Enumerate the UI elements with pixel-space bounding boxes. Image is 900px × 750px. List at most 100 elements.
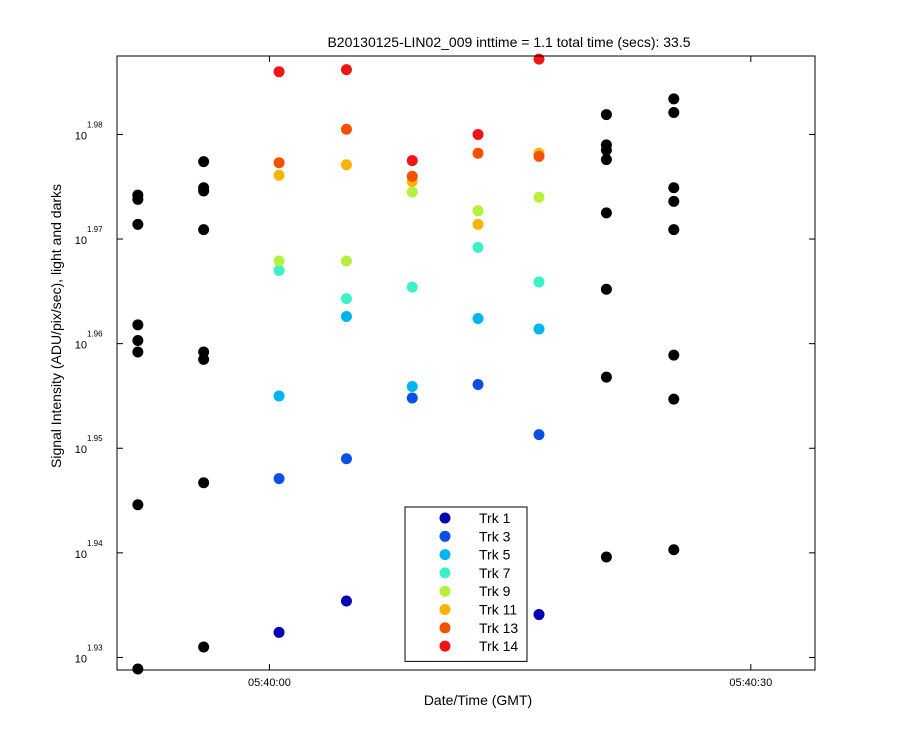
trk-7-point bbox=[273, 264, 285, 276]
legend-label: Trk 13 bbox=[479, 620, 518, 636]
trk-5-point bbox=[472, 313, 484, 325]
trk-14-point bbox=[472, 128, 484, 140]
dark-point bbox=[668, 93, 680, 105]
legend-marker bbox=[439, 512, 451, 524]
trk-5-point bbox=[533, 323, 545, 335]
dark-point bbox=[132, 663, 144, 675]
legend-label: Trk 5 bbox=[479, 547, 511, 563]
dark-point bbox=[132, 189, 144, 201]
data-points bbox=[132, 53, 680, 675]
trk-1-point bbox=[340, 595, 352, 607]
trk-7-point bbox=[406, 281, 418, 293]
legend-marker bbox=[439, 567, 451, 579]
dark-point bbox=[132, 335, 144, 347]
y-tick-label-base: 10 bbox=[75, 444, 87, 456]
y-tick-label-exponent: 1.95 bbox=[87, 434, 103, 443]
trk-3-point bbox=[273, 473, 285, 485]
trk-13-point bbox=[472, 147, 484, 159]
legend-label: Trk 1 bbox=[479, 510, 511, 526]
trk-7-point bbox=[340, 293, 352, 305]
trk-14-point bbox=[533, 53, 545, 65]
dark-point bbox=[600, 109, 612, 121]
legend-label: Trk 14 bbox=[479, 638, 518, 654]
y-axis-label: Signal Intensity (ADU/pix/sec), light an… bbox=[48, 184, 64, 468]
trk-11-point bbox=[273, 169, 285, 181]
dark-point bbox=[668, 224, 680, 236]
dark-point bbox=[600, 154, 612, 166]
dark-point bbox=[600, 207, 612, 219]
legend-label: Trk 9 bbox=[479, 583, 511, 599]
dark-point bbox=[668, 195, 680, 207]
trk-3-point bbox=[533, 429, 545, 441]
dark-point bbox=[132, 319, 144, 331]
trk-9-point bbox=[472, 205, 484, 217]
legend-marker bbox=[439, 585, 451, 597]
legend-marker bbox=[439, 604, 451, 615]
dark-point bbox=[600, 283, 612, 295]
y-tick-label-exponent: 1.94 bbox=[87, 539, 103, 548]
chart-title: B20130125-LIN02_009 inttime = 1.1 total … bbox=[327, 34, 690, 50]
dark-point bbox=[132, 499, 144, 511]
dark-point bbox=[600, 139, 612, 151]
y-tick-label-exponent: 1.97 bbox=[87, 225, 103, 234]
dark-point bbox=[668, 393, 680, 405]
trk-3-point bbox=[406, 392, 418, 404]
y-tick-label-exponent: 1.98 bbox=[87, 120, 103, 129]
trk-13-point bbox=[273, 157, 285, 169]
y-tick-label-base: 10 bbox=[75, 340, 87, 352]
legend-marker bbox=[439, 530, 451, 542]
trk-1-point bbox=[533, 609, 545, 621]
trk-3-point bbox=[472, 378, 484, 390]
dark-point bbox=[198, 346, 210, 358]
legend-box bbox=[404, 506, 528, 662]
trk-13-point bbox=[406, 170, 418, 182]
plot-frame bbox=[116, 55, 816, 671]
trk-7-point bbox=[472, 241, 484, 253]
dark-point bbox=[668, 182, 680, 194]
trk-13-point bbox=[340, 123, 352, 135]
dark-point bbox=[198, 182, 210, 194]
trk-1-point bbox=[273, 626, 285, 638]
trk-3-point bbox=[340, 453, 352, 465]
y-tick-label-exponent: 1.93 bbox=[87, 643, 103, 652]
y-tick-label-base: 10 bbox=[75, 653, 87, 665]
dark-point bbox=[198, 156, 210, 168]
dark-point bbox=[132, 346, 144, 358]
y-tick-label-exponent: 1.96 bbox=[87, 330, 103, 339]
trk-13-point bbox=[533, 150, 545, 162]
dark-point bbox=[600, 551, 612, 563]
dark-point bbox=[132, 218, 144, 230]
trk-5-point bbox=[273, 390, 285, 402]
trk-9-point bbox=[273, 255, 285, 267]
x-axis-label: Date/Time (GMT) bbox=[424, 692, 532, 708]
y-tick-label-base: 10 bbox=[75, 235, 87, 247]
dark-point bbox=[668, 106, 680, 118]
dark-point bbox=[668, 544, 680, 556]
trk-14-point bbox=[340, 64, 352, 76]
legend-marker bbox=[439, 549, 451, 561]
trk-7-point bbox=[533, 276, 545, 288]
trk-11-point bbox=[340, 159, 352, 171]
trk-9-point bbox=[533, 191, 545, 203]
legend-label: Trk 3 bbox=[479, 528, 511, 544]
legend-label: Trk 11 bbox=[479, 602, 517, 618]
dark-point bbox=[600, 371, 612, 383]
trk-9-point bbox=[406, 186, 418, 198]
x-tick-label: 05:40:00 bbox=[248, 677, 291, 689]
y-tick-label-base: 10 bbox=[75, 130, 87, 142]
y-tick-label-base: 10 bbox=[75, 549, 87, 561]
trk-5-point bbox=[340, 310, 352, 322]
dark-point bbox=[198, 477, 210, 489]
legend: Trk 1 Trk 3 Trk 5 Trk 7 Trk 9 Trk 11 Trk 13 Trk… bbox=[404, 506, 528, 662]
legend-marker bbox=[439, 640, 451, 652]
legend-marker bbox=[439, 622, 451, 634]
trk-9-point bbox=[340, 255, 352, 267]
dark-point bbox=[198, 224, 210, 236]
trk-14-point bbox=[406, 155, 418, 167]
x-tick-label: 05:40:30 bbox=[729, 677, 772, 689]
axis-ticks: 05:40:00 05:40:30101.93101.94101.95101.96… bbox=[75, 56, 815, 689]
trk-5-point bbox=[406, 381, 418, 393]
dark-point bbox=[668, 349, 680, 361]
dark-point bbox=[198, 641, 210, 653]
